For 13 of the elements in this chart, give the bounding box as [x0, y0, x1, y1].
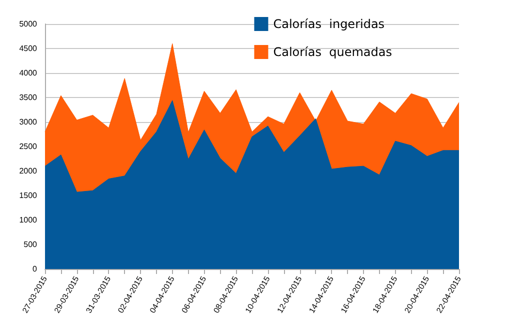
y-tick-label: 500	[24, 240, 38, 249]
y-tick-label: 5000	[19, 20, 38, 28]
y-tick-label: 4500	[19, 44, 38, 53]
y-tick-label: 1500	[19, 191, 38, 200]
y-tick-label: 0	[32, 264, 38, 274]
y-tick-label: 3000	[19, 118, 38, 126]
y-tick-label: 3500	[19, 93, 38, 102]
y-tick-label: 1000	[19, 216, 38, 224]
y-tick-label: 2500	[19, 142, 38, 151]
y-tick-label: 4000	[19, 68, 38, 78]
legend-label: Calorías ingeridas	[273, 17, 385, 31]
y-tick-label: 2000	[19, 166, 38, 176]
legend-label: Calorías quemadas	[273, 45, 392, 59]
